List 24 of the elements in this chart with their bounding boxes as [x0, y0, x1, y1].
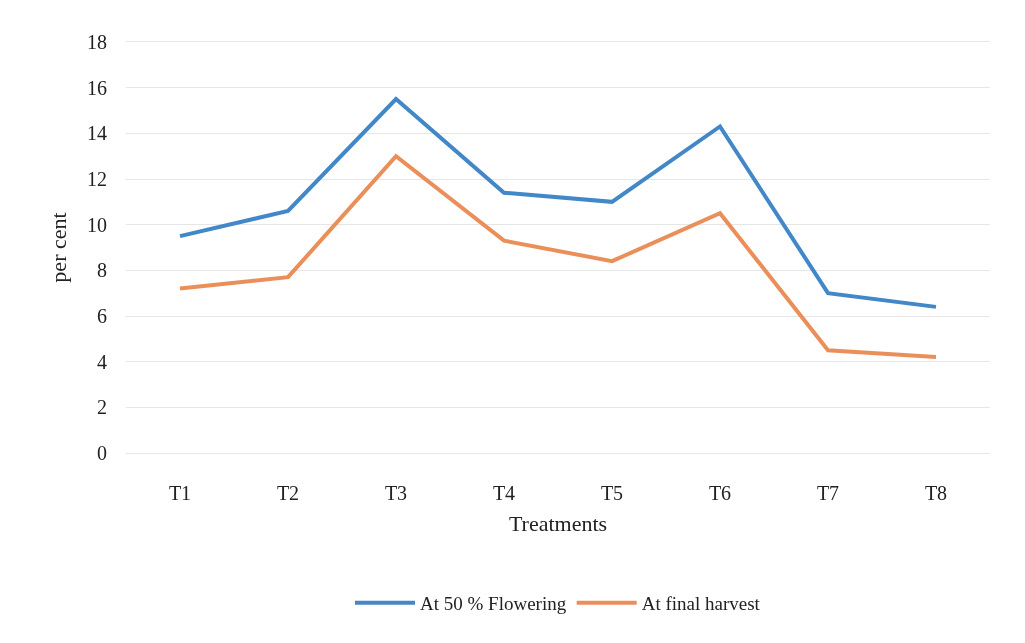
y-tick-label: 0 [97, 442, 107, 464]
x-tick-label: T2 [276, 482, 300, 504]
y-tick-label: 12 [87, 168, 107, 190]
y-tick-label: 16 [87, 76, 107, 99]
x-tick-label: T8 [924, 482, 948, 504]
x-tick-label: T5 [600, 482, 624, 504]
x-tick-label: T4 [492, 482, 516, 504]
y-tick-label: 10 [87, 213, 107, 236]
legend-label: At 50 % Flowering [420, 593, 567, 615]
x-tick-label: T6 [708, 482, 732, 504]
y-tick-label: 8 [97, 259, 107, 282]
y-tick-label: 2 [97, 396, 107, 419]
y-axis-title: per cent [45, 212, 71, 283]
line-series [178, 154, 938, 360]
y-tick-label: 14 [87, 122, 107, 145]
y-tick-label: 4 [97, 350, 107, 373]
x-tick-label: T7 [816, 482, 840, 504]
x-tick-label: T1 [168, 482, 192, 504]
y-tick-label: 18 [87, 31, 107, 53]
y-tick-label: 6 [97, 305, 107, 327]
line-series [178, 97, 938, 309]
x-tick-label: T3 [384, 482, 408, 504]
legend-label: At final harvest [641, 593, 761, 615]
x-axis-title: Treatments [508, 510, 608, 536]
